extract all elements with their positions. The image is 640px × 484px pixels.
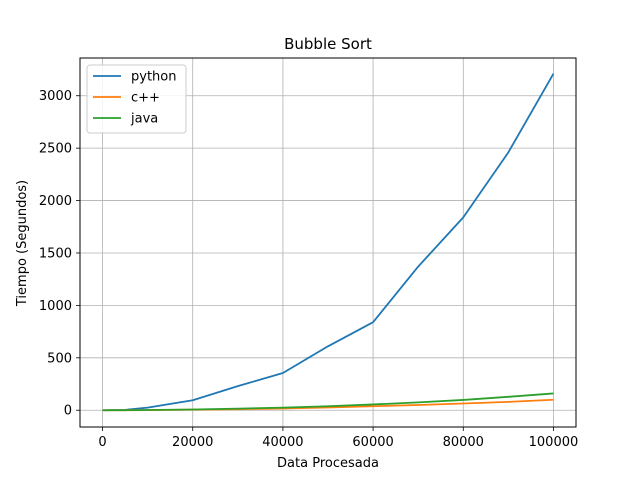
grid-lines <box>80 58 576 427</box>
legend-label: c++ <box>131 91 160 106</box>
legend-box <box>86 64 187 134</box>
legend-label: python <box>131 70 176 85</box>
x-tick-label: 80000 <box>443 435 484 450</box>
x-tick-label: 60000 <box>352 435 393 450</box>
y-tick-label: 1000 <box>39 299 72 314</box>
series-lines <box>102 73 555 412</box>
y-tick-label: 1500 <box>39 246 72 261</box>
x-tick-label: 100000 <box>529 435 579 450</box>
x-axis-label: Data Procesada <box>277 456 379 471</box>
x-tick-label: 40000 <box>262 435 303 450</box>
chart-title: Bubble Sort <box>284 35 372 53</box>
legend: python c++ java <box>86 64 187 134</box>
series-line-java <box>102 392 554 412</box>
x-tick-label: 20000 <box>172 435 213 450</box>
y-tick-label: 2000 <box>39 194 72 209</box>
y-tick-label: 500 <box>47 351 72 366</box>
y-tick-label: 2500 <box>39 142 72 157</box>
legend-label: java <box>130 112 158 127</box>
series-line-python <box>102 73 555 412</box>
x-axis-ticks: 0 20000 40000 60000 80000 100000 <box>98 427 578 450</box>
y-axis-label: Tiempo (Segundos) <box>15 180 30 307</box>
plot-frame <box>79 57 577 428</box>
y-axis-ticks: 0 500 1000 1500 2000 2500 3000 <box>39 89 80 419</box>
x-tick-label: 0 <box>98 435 106 450</box>
y-tick-label: 0 <box>64 404 72 419</box>
y-tick-label: 3000 <box>39 89 72 104</box>
